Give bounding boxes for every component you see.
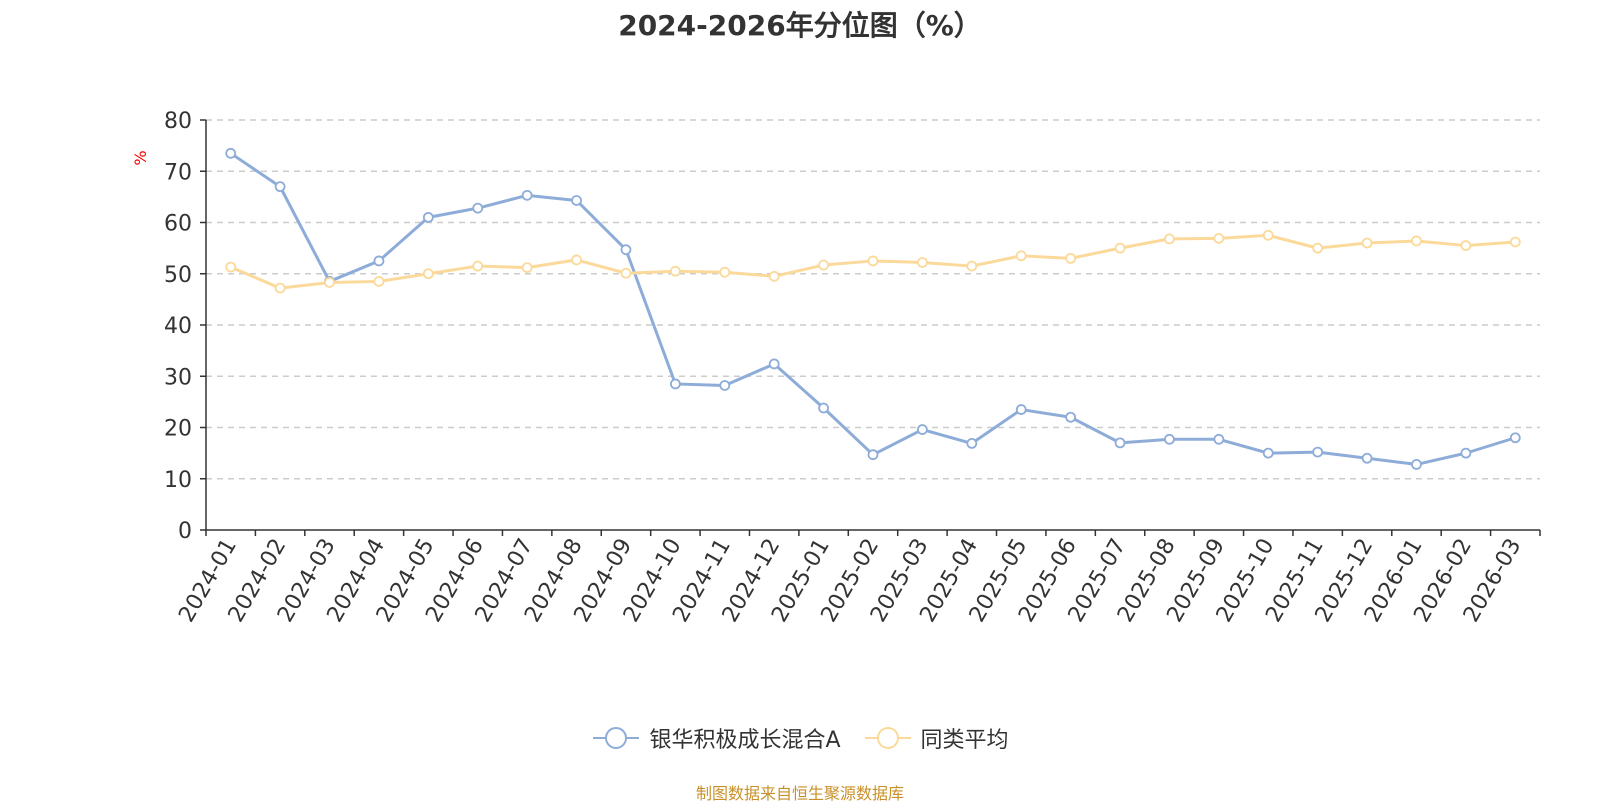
data-point-series-2[interactable] (966, 260, 978, 272)
data-point-series-2[interactable] (1361, 237, 1373, 249)
data-point-series-1[interactable] (1213, 433, 1225, 445)
data-point-series-2[interactable] (620, 267, 632, 279)
data-point-series-1[interactable] (669, 378, 681, 390)
data-point-series-2[interactable] (1312, 242, 1324, 254)
data-point-series-2[interactable] (917, 257, 928, 268)
data-point-series-2[interactable] (1509, 236, 1521, 248)
series-line-1 (229, 152, 1516, 466)
data-point-series-1[interactable] (1361, 452, 1373, 464)
chart-title: 2024-2026年分位图（%） (618, 9, 982, 42)
data-point-series-2[interactable] (1164, 233, 1175, 245)
data-point-series-2[interactable] (521, 262, 533, 274)
data-point-series-1[interactable] (1411, 458, 1422, 470)
data-point-series-2[interactable] (719, 266, 731, 278)
y-axis-unit-label: % (131, 150, 150, 165)
legend: 银华积极成长混合A 同类平均 (0, 722, 1600, 754)
data-point-series-1[interactable] (966, 437, 978, 449)
data-point-series-1[interactable] (620, 244, 632, 256)
data-point-series-2[interactable] (1114, 242, 1126, 254)
data-point-series-2[interactable] (1213, 232, 1225, 244)
data-point-series-2[interactable] (571, 254, 582, 266)
legend-label-series-2: 同类平均 (920, 728, 1009, 753)
legend-item-series-1[interactable]: 银华积极成长混合A (591, 722, 841, 754)
data-point-series-1[interactable] (1065, 411, 1077, 423)
data-point-series-2[interactable] (867, 255, 879, 267)
legend-item-series-2[interactable]: 同类平均 (863, 722, 1009, 754)
data-point-series-1[interactable] (1114, 437, 1126, 449)
data-point-series-2[interactable] (818, 259, 829, 271)
data-point-series-2[interactable] (373, 276, 385, 287)
data-point-series-1[interactable] (818, 402, 829, 414)
axes: 010203040506070802024-012024-022024-0320… (164, 109, 1541, 627)
y-tick-label: 10 (164, 468, 192, 493)
grid-lines (206, 119, 1540, 480)
data-point-series-1[interactable] (1262, 447, 1274, 459)
y-tick-label: 20 (164, 417, 192, 442)
data-point-series-1[interactable] (1015, 404, 1027, 415)
data-point-series-1[interactable] (225, 147, 237, 159)
y-tick-label: 0 (178, 519, 192, 544)
legend-marker-series-2 (864, 727, 911, 749)
y-tick-label: 70 (164, 160, 192, 185)
data-point-series-1[interactable] (472, 202, 484, 214)
data-point-series-2[interactable] (1460, 240, 1472, 251)
series-layer (225, 147, 1521, 470)
data-point-series-2[interactable] (324, 277, 335, 288)
data-point-series-1[interactable] (1460, 447, 1472, 459)
data-point-series-1[interactable] (1509, 432, 1521, 444)
y-tick-label: 30 (164, 365, 192, 390)
y-tick-label: 60 (164, 212, 192, 237)
data-point-series-2[interactable] (1411, 235, 1422, 247)
data-point-series-1[interactable] (521, 189, 533, 201)
legend-marker-series-1 (593, 727, 640, 749)
data-point-series-2[interactable] (472, 260, 484, 272)
data-point-series-1[interactable] (373, 255, 385, 267)
data-point-series-1[interactable] (917, 424, 928, 435)
data-point-series-2[interactable] (225, 261, 237, 273)
data-point-series-2[interactable] (274, 282, 286, 294)
line-chart: 010203040506070802024-012024-022024-0320… (131, 109, 1541, 627)
data-point-series-1[interactable] (719, 380, 731, 391)
data-point-series-1[interactable] (422, 211, 434, 223)
data-point-series-1[interactable] (1164, 433, 1175, 445)
source-note: 制图数据来自恒生聚源数据库 (695, 784, 904, 803)
data-point-series-1[interactable] (571, 195, 582, 206)
data-point-series-1[interactable] (768, 358, 780, 370)
data-point-series-1[interactable] (867, 449, 879, 461)
data-point-series-2[interactable] (768, 270, 780, 282)
y-tick-label: 40 (164, 314, 192, 339)
y-tick-label: 50 (164, 263, 192, 288)
legend-label-series-1: 银华积极成长混合A (649, 728, 841, 753)
y-tick-label: 80 (164, 109, 192, 134)
data-point-series-2[interactable] (1262, 229, 1274, 241)
data-point-series-2[interactable] (669, 265, 681, 277)
data-point-series-1[interactable] (1312, 446, 1324, 458)
data-point-series-2[interactable] (1065, 252, 1077, 264)
data-point-series-2[interactable] (422, 268, 434, 280)
data-point-series-1[interactable] (274, 181, 286, 193)
data-point-series-2[interactable] (1015, 250, 1027, 262)
